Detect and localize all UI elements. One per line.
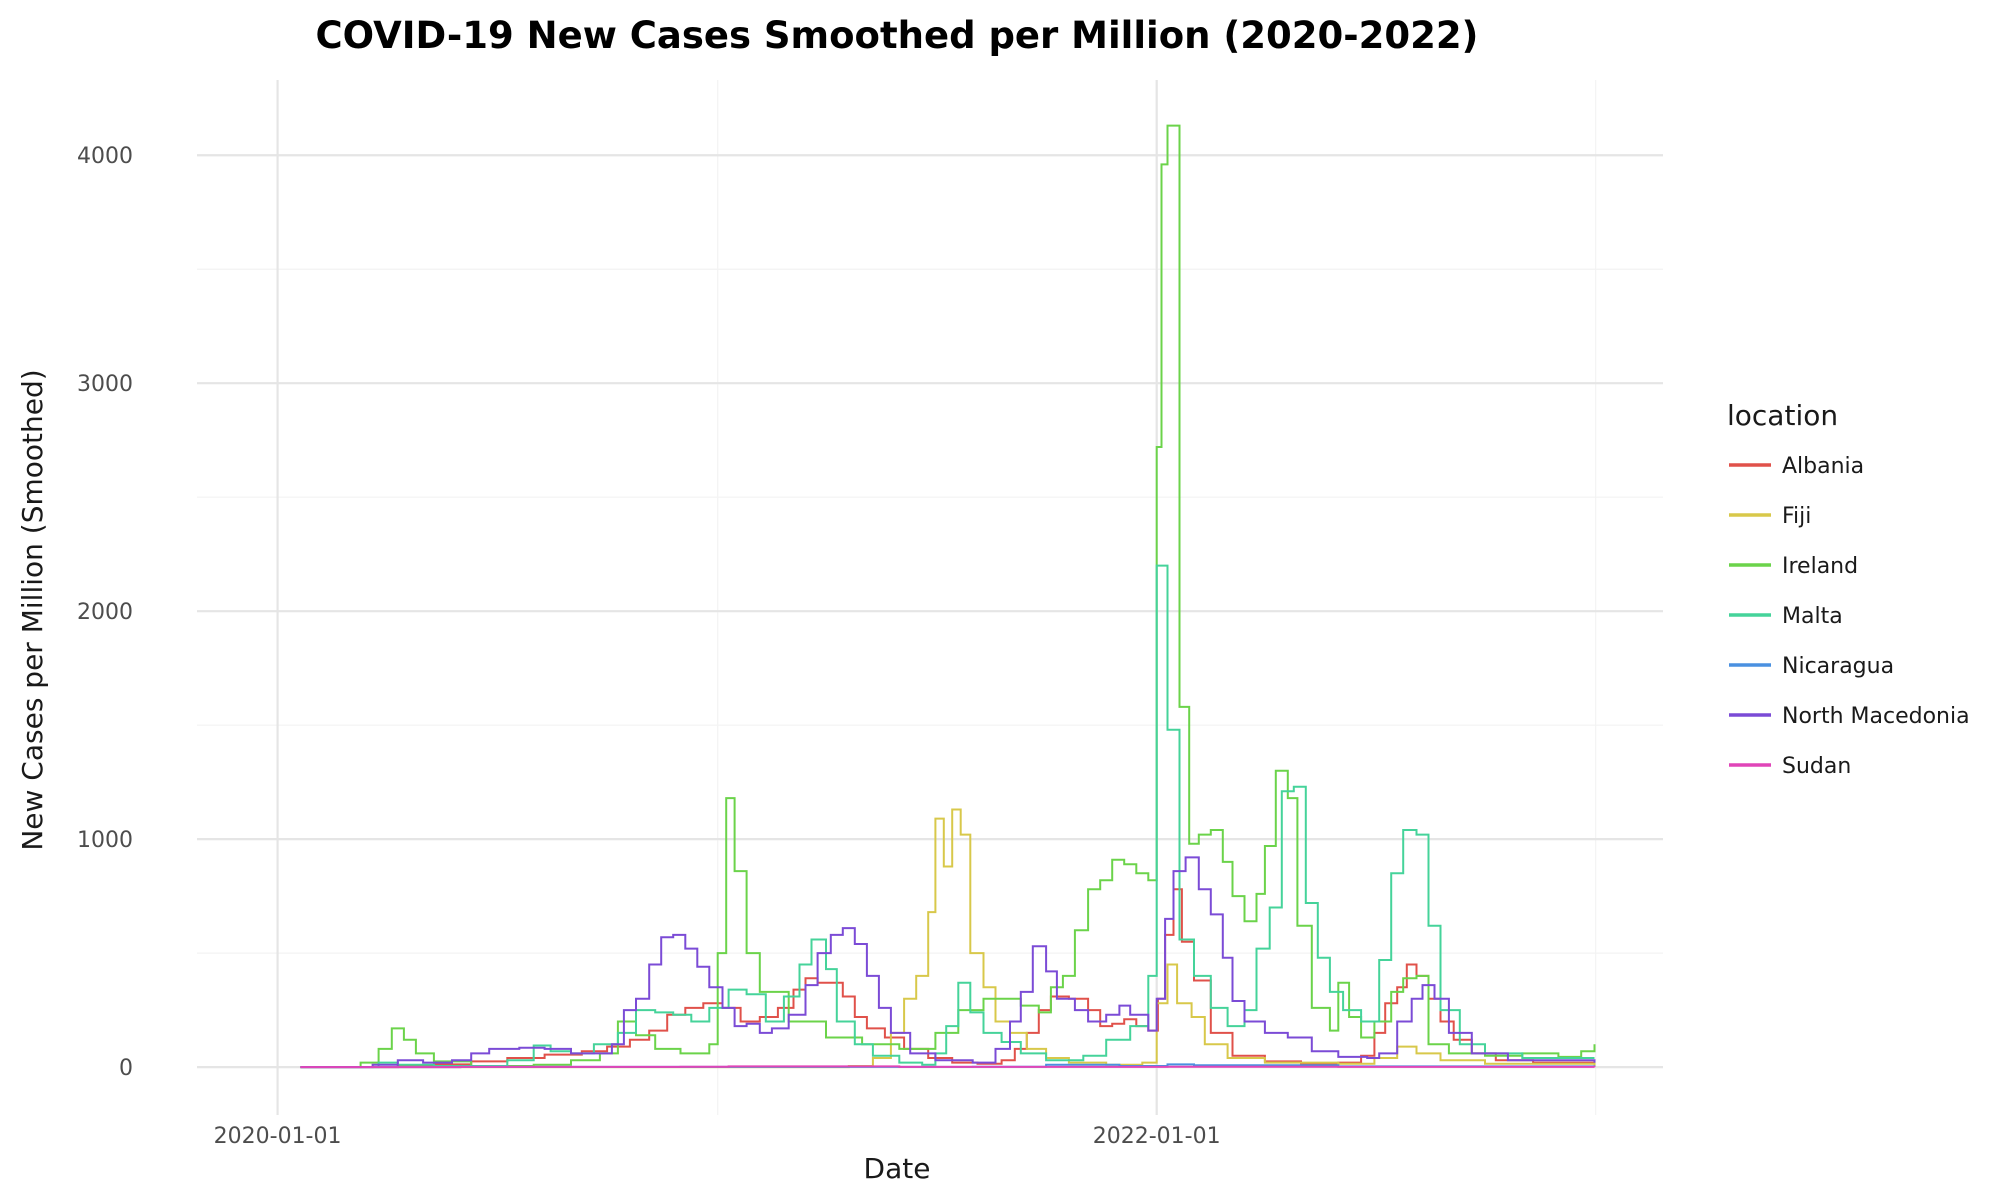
legend-label: Ireland (1782, 554, 1858, 579)
series-line-ireland (300, 124, 1596, 1069)
legend-item-nicaragua: Nicaragua (1729, 654, 1894, 679)
y-tick-label: 4000 (77, 144, 133, 169)
legend-item-sudan: Sudan (1729, 754, 1851, 779)
chart-title: COVID-19 New Cases Smoothed per Million … (316, 14, 1479, 57)
series-lines (300, 124, 1596, 1069)
y-tick-label: 2000 (77, 600, 133, 625)
y-tick-label: 1000 (77, 828, 133, 853)
legend-label: Sudan (1782, 754, 1851, 779)
legend-item-fiji: Fiji (1729, 504, 1811, 529)
series-line-malta (300, 564, 1595, 1069)
series-line-north-macedonia (300, 856, 1596, 1069)
legend-label: Nicaragua (1782, 654, 1894, 679)
legend: location Albania Fiji Ireland Malta Nicaragu… (1727, 399, 1970, 779)
series-line-fiji (300, 808, 1596, 1069)
y-axis-ticks: 0 1000 2000 3000 4000 (77, 144, 133, 1081)
legend-label: Fiji (1782, 504, 1811, 529)
plot-area (197, 80, 1663, 1115)
series-line-sudan (300, 1065, 1596, 1069)
x-axis-ticks: 2020-01-01 2022-01-01 (214, 1124, 1221, 1149)
legend-item-albania: Albania (1729, 454, 1864, 479)
legend-title: location (1727, 399, 1838, 432)
y-tick-label: 0 (119, 1056, 133, 1081)
legend-label: Malta (1782, 604, 1843, 629)
legend-label: Albania (1782, 454, 1864, 479)
series-line-albania (300, 888, 1596, 1069)
legend-items: Albania Fiji Ireland Malta Nicaragua North Ma… (1729, 454, 1970, 779)
y-tick-label: 3000 (77, 372, 133, 397)
x-tick-label: 2022-01-01 (1093, 1124, 1221, 1149)
y-axis-title: New Cases per Million (Smoothed) (16, 369, 49, 850)
legend-item-malta: Malta (1729, 604, 1843, 629)
legend-item-ireland: Ireland (1729, 554, 1858, 579)
x-tick-label: 2020-01-01 (214, 1124, 342, 1149)
x-axis-title: Date (864, 1152, 931, 1185)
legend-item-north-macedonia: North Macedonia (1729, 704, 1970, 729)
legend-label: North Macedonia (1782, 704, 1970, 729)
gridlines (197, 80, 1663, 1115)
